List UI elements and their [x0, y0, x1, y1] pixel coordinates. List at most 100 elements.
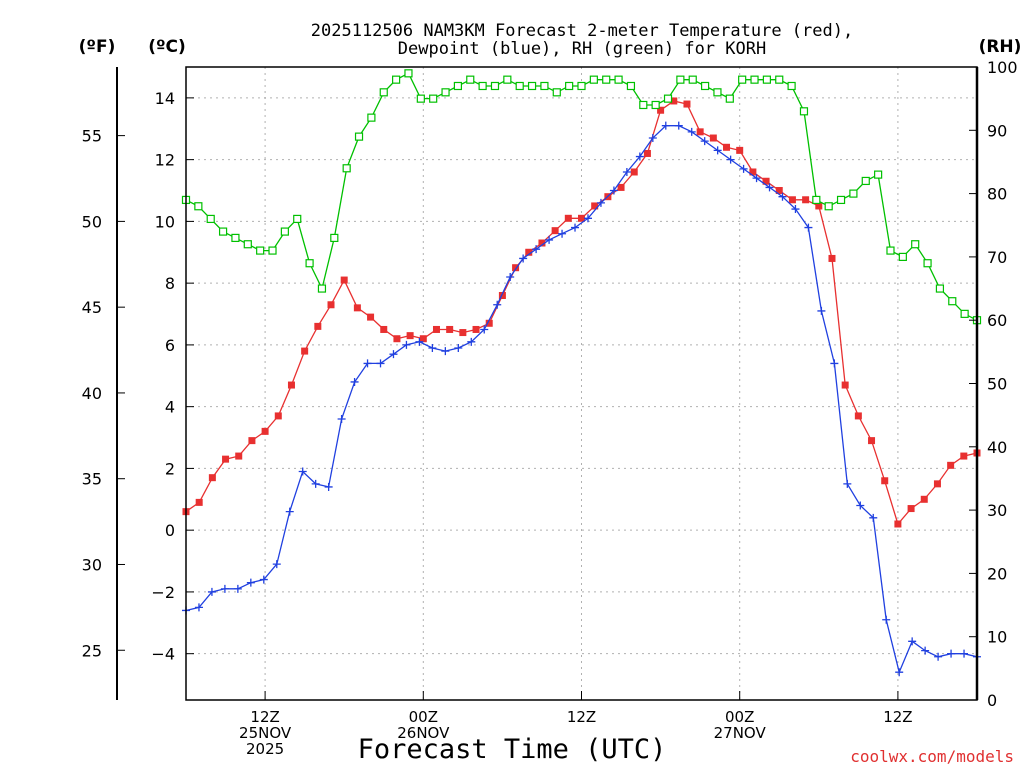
rh-point — [503, 75, 512, 84]
temperature-point — [340, 276, 348, 284]
dewpoint-point — [350, 377, 359, 386]
dewpoint-point — [454, 343, 463, 352]
temperature-point — [195, 498, 203, 506]
temperature-point — [551, 227, 559, 235]
temperature-point — [828, 254, 836, 262]
rh-point — [948, 297, 957, 306]
temperature-point — [696, 128, 704, 136]
temperature-point — [933, 480, 941, 488]
dewpoint-point — [259, 575, 268, 584]
dewpoint-point — [519, 254, 528, 263]
rh-point — [799, 107, 809, 116]
temperature-point — [327, 301, 335, 309]
rh-point — [676, 75, 685, 84]
fahrenheit-tick-label: 30 — [82, 555, 102, 574]
rh-point — [836, 195, 846, 205]
rh-point — [700, 81, 710, 91]
x-tick-label: 12Z — [250, 708, 279, 726]
temperature-point — [670, 97, 678, 105]
dewpoint-point — [869, 513, 878, 522]
x-tick-label: 2025 — [246, 740, 284, 758]
temperature-point — [419, 335, 427, 343]
temperature-point — [432, 325, 440, 333]
rh-point — [466, 75, 475, 84]
rh-point — [725, 94, 734, 103]
rh-point — [515, 81, 524, 91]
dewpoint-point — [324, 482, 333, 491]
rh-point — [256, 246, 265, 255]
dewpoint-point — [895, 668, 904, 677]
dewpoint-point — [233, 584, 242, 593]
dewpoint-point — [493, 300, 502, 309]
rh-point — [367, 113, 376, 122]
celsius-tick-label: 12 — [155, 151, 175, 170]
dewpoint-point — [947, 649, 956, 658]
rh-point — [614, 75, 623, 84]
dewpoint-point — [908, 637, 917, 646]
temperature-point — [301, 347, 309, 355]
rh-point — [762, 75, 771, 84]
temperature-point — [235, 452, 243, 460]
rh-tick-label: 60 — [987, 311, 1007, 330]
temperature-point — [749, 168, 757, 176]
celsius-tick-label: 10 — [155, 212, 175, 231]
fahrenheit-tick-label: 55 — [82, 127, 102, 146]
temperature-point — [630, 168, 638, 176]
dewpoint-point — [739, 164, 748, 173]
dewpoint-point — [661, 121, 670, 130]
rh-point — [812, 195, 821, 205]
dewpoint-point — [622, 167, 631, 176]
x-tick-label: 12Z — [567, 708, 596, 726]
temperature-point — [446, 325, 454, 333]
x-axis-title: Forecast Time (UTC) — [358, 734, 667, 765]
series-layer — [181, 69, 982, 677]
rh-point — [898, 252, 907, 261]
temperature-point — [353, 304, 361, 312]
dewpoint-point — [726, 155, 735, 164]
x-tick-label: 00Z — [725, 708, 754, 726]
temperature-point — [841, 381, 849, 389]
temperature-point — [617, 183, 625, 191]
dewpoint-point — [752, 174, 761, 183]
rh-tick-label: 20 — [987, 564, 1007, 583]
temperature-point — [578, 214, 585, 222]
dewpoint-point — [882, 615, 891, 624]
dewpoint-point — [778, 192, 787, 201]
rh-point — [231, 233, 240, 243]
rh-tick-label: 30 — [987, 501, 1007, 520]
rh-tick-label: 10 — [987, 628, 1007, 647]
rh-unit-label: (RH) — [979, 37, 1022, 57]
temperature-point — [261, 427, 269, 435]
rh-point — [565, 81, 574, 91]
dewpoint-point — [648, 134, 657, 143]
rh-point — [194, 202, 203, 211]
dewpoint-point — [558, 229, 567, 238]
dewpoint-point — [856, 501, 865, 510]
celsius-tick-label: −4 — [151, 645, 175, 664]
temperature-point — [907, 505, 915, 513]
rh-point — [960, 309, 969, 318]
rh-point — [886, 246, 895, 255]
dewpoint-point — [804, 223, 813, 232]
dewpoint-point — [506, 272, 515, 281]
temperature-point — [815, 202, 823, 210]
temperature-point — [723, 143, 731, 151]
temperature-point — [947, 461, 955, 469]
dewpoint-point — [571, 223, 580, 232]
dewpoint-point — [532, 245, 541, 254]
temperature-point — [314, 322, 322, 330]
temperature-point — [683, 100, 691, 108]
dewpoint-point — [791, 205, 800, 214]
rh-point — [540, 81, 549, 91]
rh-tick-label: 70 — [987, 248, 1007, 267]
rh-tick-label: 50 — [987, 375, 1007, 394]
temperature-point — [472, 325, 480, 333]
temperature-point — [406, 332, 414, 340]
grid-lines — [186, 67, 977, 700]
temperature-point — [459, 329, 467, 337]
dewpoint-point — [337, 415, 346, 424]
rh-point — [490, 81, 500, 91]
rh-point — [602, 75, 611, 84]
temperature-point — [525, 248, 533, 256]
